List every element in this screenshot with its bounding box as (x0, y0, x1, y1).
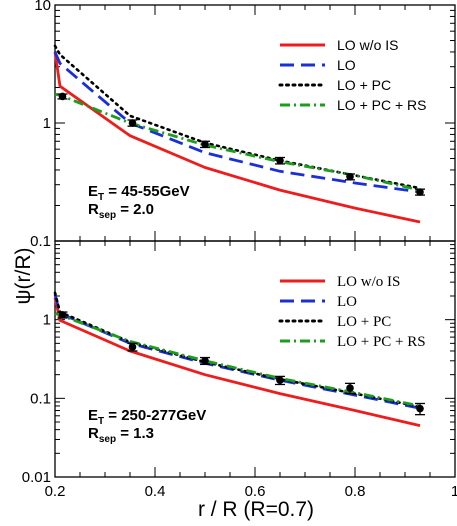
legend-label: LO w/o IS (337, 37, 398, 53)
data-point (58, 311, 67, 319)
y-tick-label: 0.1 (30, 390, 51, 407)
legend: LO w/o IS LO LO + PC LO + PC + RS (278, 37, 426, 113)
y-tick-label: 10 (34, 0, 51, 14)
legend-label: LO + PC (337, 314, 391, 330)
data-point (416, 404, 424, 413)
series-line-lo-w-o-is (53, 51, 421, 224)
series-line-lo (53, 51, 421, 194)
series-line-lo-w-o-is (53, 297, 421, 427)
x-tick-label: 0.4 (145, 483, 166, 500)
data-point (128, 343, 137, 351)
legend-label: LO (337, 57, 356, 73)
x-tick-label: 1 (451, 483, 457, 500)
annotation-energy: ET = 45-55GeV (88, 183, 190, 203)
data-point (346, 172, 354, 181)
annotation-rsep: Rsep = 1.3 (88, 425, 154, 445)
series-line-lo-pc (53, 44, 422, 190)
data-point (201, 356, 209, 365)
x-tick-label: 0.2 (45, 483, 66, 500)
x-tick-label: 0.8 (345, 483, 366, 500)
legend-label: LO + PC + RS (337, 97, 426, 113)
x-axis-title: r / R (R=0.7) (198, 498, 314, 521)
y-tick-label: 0.01 (22, 469, 51, 486)
series-line-lo (53, 293, 421, 410)
legend-label: LO w/o IS (337, 274, 400, 290)
legend-label: LO + PC (337, 77, 391, 93)
legend: LO w/o IS LO LO + PC LO + PC + RS (278, 274, 426, 350)
x-tick-label: 0.6 (245, 483, 266, 500)
data-point (276, 376, 284, 385)
data-point (58, 92, 67, 101)
annotation-energy: ET = 250-277GeV (88, 407, 206, 427)
data-point (201, 140, 209, 149)
y-tick-label: 1 (43, 312, 51, 329)
y-axis-title: ψ(r/R) (12, 248, 35, 305)
legend-label: LO (337, 294, 357, 310)
chart-panel-1: 0.1 1 10 LO w/o IS LO LO + PC LO + PC + RS ET =… (30, 0, 456, 250)
data-point (346, 384, 354, 392)
y-tick-label: 0.1 (30, 233, 51, 250)
y-tick-label: 1 (43, 115, 51, 132)
data-point (276, 156, 284, 165)
data-point (128, 119, 137, 127)
data-point (416, 188, 424, 196)
legend-label: LO + PC + RS (337, 334, 426, 350)
annotation-rsep: Rsep = 2.0 (88, 201, 154, 221)
